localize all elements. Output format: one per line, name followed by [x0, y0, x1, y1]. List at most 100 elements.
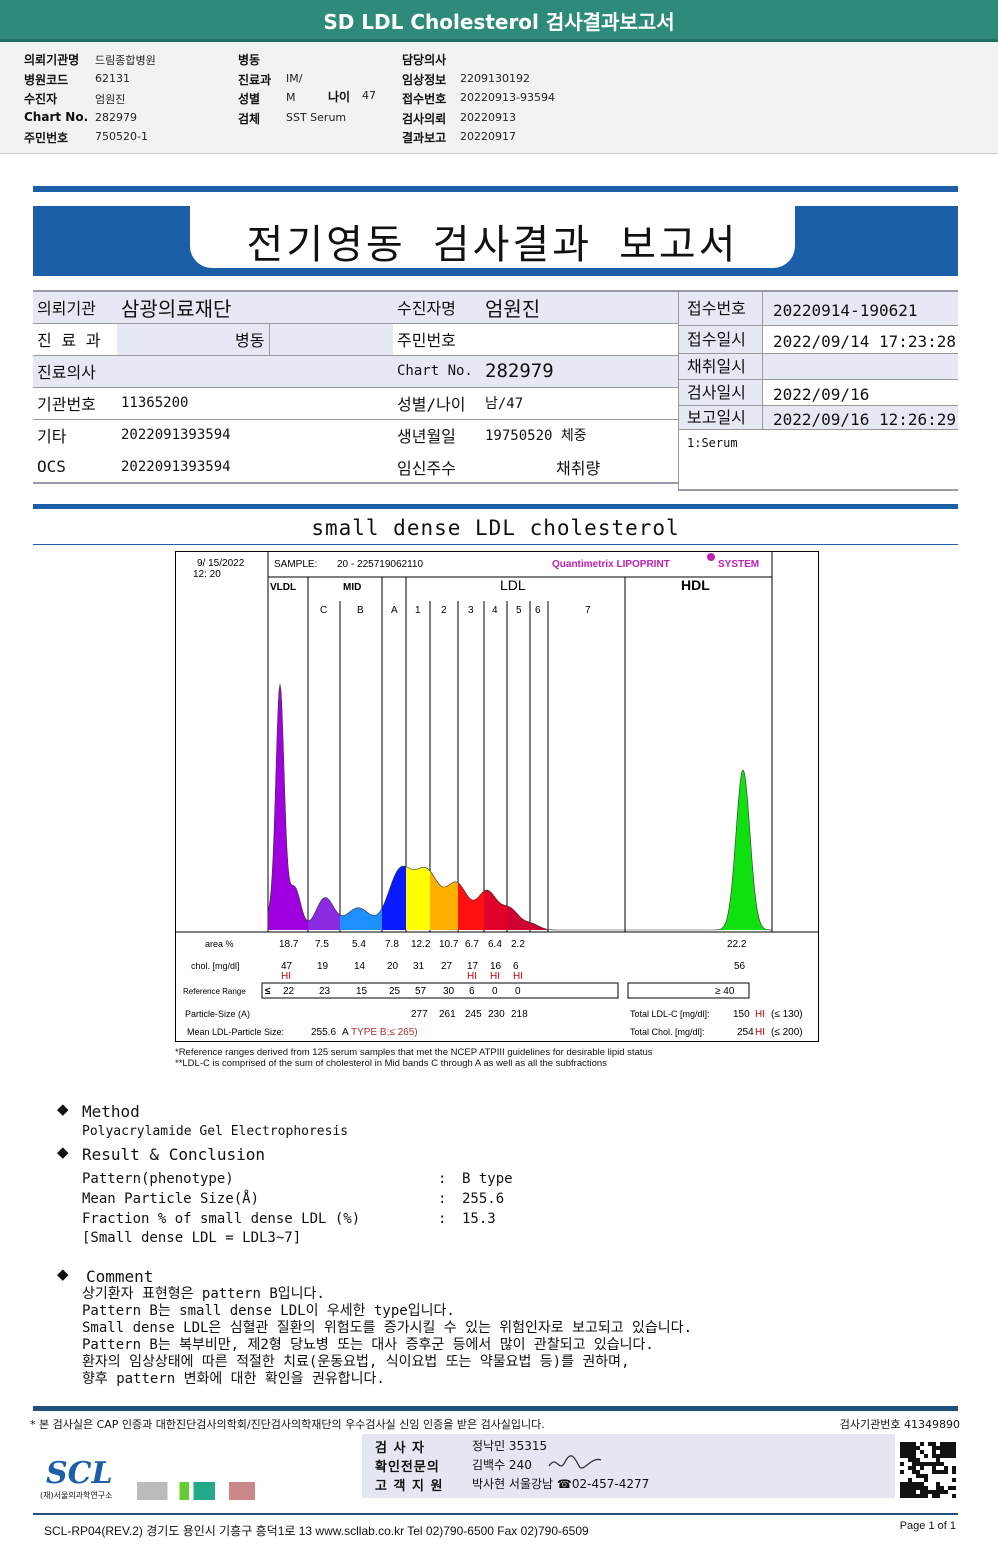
densitometry-curve — [267, 684, 773, 931]
info-label: 의뢰기관명 — [24, 53, 80, 67]
label: 채취량 — [481, 451, 678, 484]
result-title: Result & Conclusion — [82, 1145, 266, 1164]
ref-box — [261, 982, 619, 999]
label: 체중 — [560, 428, 587, 445]
label: 의뢰기관 — [33, 291, 117, 324]
info-value: 282979 — [95, 110, 137, 124]
label: 주민번호 — [393, 323, 481, 356]
band-area-l1 — [406, 866, 430, 930]
hi-flag: HI — [467, 971, 477, 982]
patient-name: 엄원진 — [481, 291, 678, 324]
chart-notes: *Reference ranges derived from 125 serum… — [175, 1047, 653, 1069]
scl-logo-sub: (재)서울의과학연구소 — [40, 1491, 113, 1500]
specimen-value: 1:Serum — [687, 436, 738, 450]
ref-value: 22 — [283, 986, 295, 997]
comment-line: 환자의 임상상태에 따른 적절한 치료(운동요법, 식이요법 또는 약물요법 등… — [82, 1354, 630, 1370]
divider — [33, 504, 958, 509]
ocs-value: 2022091393594 — [117, 451, 393, 484]
area-value: 2.2 — [511, 939, 525, 950]
label: 기관번호 — [33, 387, 117, 420]
colon: : — [438, 1171, 447, 1187]
band-area-vldl — [268, 684, 308, 930]
registered-icon — [707, 553, 715, 561]
date-label: 접수번호 — [679, 292, 763, 325]
band-label: 3 — [468, 605, 474, 616]
birth-value: 19750520 — [485, 428, 553, 445]
diamond-icon: ◆ — [57, 1265, 69, 1283]
hi-flag: HI — [281, 971, 291, 982]
date-row: 보고일시 2022/09/16 12:26:29 — [679, 406, 958, 430]
inst-value: 11365200 — [117, 387, 393, 420]
age-label: 나이 — [328, 90, 351, 104]
chol-value: 6 — [513, 961, 519, 972]
chol-value: 31 — [413, 961, 425, 972]
info-label: 병동 — [238, 53, 261, 67]
colon: : — [438, 1211, 447, 1227]
accreditation-logos — [137, 1482, 255, 1500]
band-label: A — [391, 605, 398, 616]
area-value: 7.5 — [315, 939, 329, 950]
info-value: 엄원진 — [95, 93, 126, 106]
info-value: SST Serum — [286, 110, 347, 124]
date-label: 채취일시 — [679, 354, 763, 379]
result-label: Pattern(phenotype) — [82, 1171, 234, 1187]
info-value: IM/ — [286, 71, 303, 85]
band-label: 6 — [535, 605, 541, 616]
date-row: 접수일시 2022/09/14 17:23:28 — [679, 326, 958, 354]
comment-line: Pattern B는 small dense LDL이 우세한 type입니다. — [82, 1303, 455, 1319]
group-label: HDL — [681, 577, 710, 593]
particle-size: 261 — [439, 1009, 456, 1020]
ref-value: 0 — [492, 986, 498, 997]
signature — [548, 1455, 602, 1469]
info-label: 임상정보 — [402, 72, 447, 87]
label: 임신주수 — [393, 451, 481, 484]
info-label: 수진자 — [24, 92, 58, 106]
note: **LDL-C is comprised of the sum of chole… — [175, 1058, 607, 1069]
chol-value: 47 — [281, 961, 293, 972]
address-line: SCL-RP04(REV.2) 경기도 용인시 기흥구 흥덕1로 13 www.… — [44, 1524, 589, 1538]
mean-ref: TYPE B;≤ 265) — [351, 1027, 418, 1038]
qr-code[interactable] — [900, 1442, 956, 1498]
chol-value: 17 — [467, 961, 479, 972]
label: 진료의사 — [33, 355, 117, 388]
area-value: 12.2 — [411, 939, 431, 950]
info-label: 담당의사 — [402, 53, 447, 67]
comment-text: 상기환자 표현형은 pattern B입니다. Pattern B는 small … — [82, 1286, 692, 1388]
ward-value: 병동 — [117, 323, 270, 356]
label: Chart No. — [393, 355, 481, 388]
group-label: LDL — [500, 577, 526, 593]
etc-value: 2022091393594 — [121, 427, 231, 444]
mean-type: A — [342, 1027, 349, 1038]
date-value — [763, 354, 773, 379]
staff-value: 김백수 240 — [472, 1458, 532, 1472]
band-label: 1 — [415, 605, 421, 616]
diamond-icon: ◆ — [57, 1143, 69, 1161]
info-value: 750520-1 — [95, 130, 148, 143]
area-value: 6.4 — [488, 939, 502, 950]
date-value: 2022/09/14 17:23:28 — [773, 332, 957, 351]
area-value: 22.2 — [727, 939, 747, 950]
inst-no: 검사기관번호 41349890 — [839, 1418, 960, 1431]
ref-value: 30 — [443, 986, 455, 997]
date-value: 2022/09/16 — [773, 385, 870, 404]
info-value: 62131 — [95, 71, 130, 85]
date-label: 접수일시 — [679, 326, 763, 353]
ref-value: 0 — [515, 986, 521, 997]
band-label: 2 — [441, 605, 447, 616]
info-label: 진료과 — [238, 72, 272, 87]
cert-text: * 본 검사실은 CAP 인증과 대한진단검사의학회/진단검사의학재단의 우수검… — [30, 1418, 545, 1431]
sexage-value: 남/47 — [481, 387, 678, 420]
hi-flag: HI — [490, 971, 500, 982]
sample-label: SAMPLE: — [274, 559, 317, 570]
date-row: 검사일시 2022/09/16 — [679, 380, 958, 406]
report-header-bar: SD LDL Cholesterol 검사결과보고서 — [0, 0, 998, 42]
particle-size: 218 — [511, 1009, 528, 1020]
hi-flag: HI — [755, 1027, 765, 1038]
result-value: B type — [462, 1171, 513, 1187]
result-value: 15.3 — [462, 1211, 496, 1227]
area-value: 7.8 — [385, 939, 399, 950]
info-value: 드림종합병원 — [95, 54, 156, 67]
comment-line: Pattern B는 복부비만, 제2형 당뇨병 또는 대사 증후군 등에서 많… — [82, 1337, 654, 1353]
method-text: Polyacrylamide Gel Electrophoresis — [82, 1124, 349, 1139]
label: 성별/나이 — [393, 387, 481, 420]
